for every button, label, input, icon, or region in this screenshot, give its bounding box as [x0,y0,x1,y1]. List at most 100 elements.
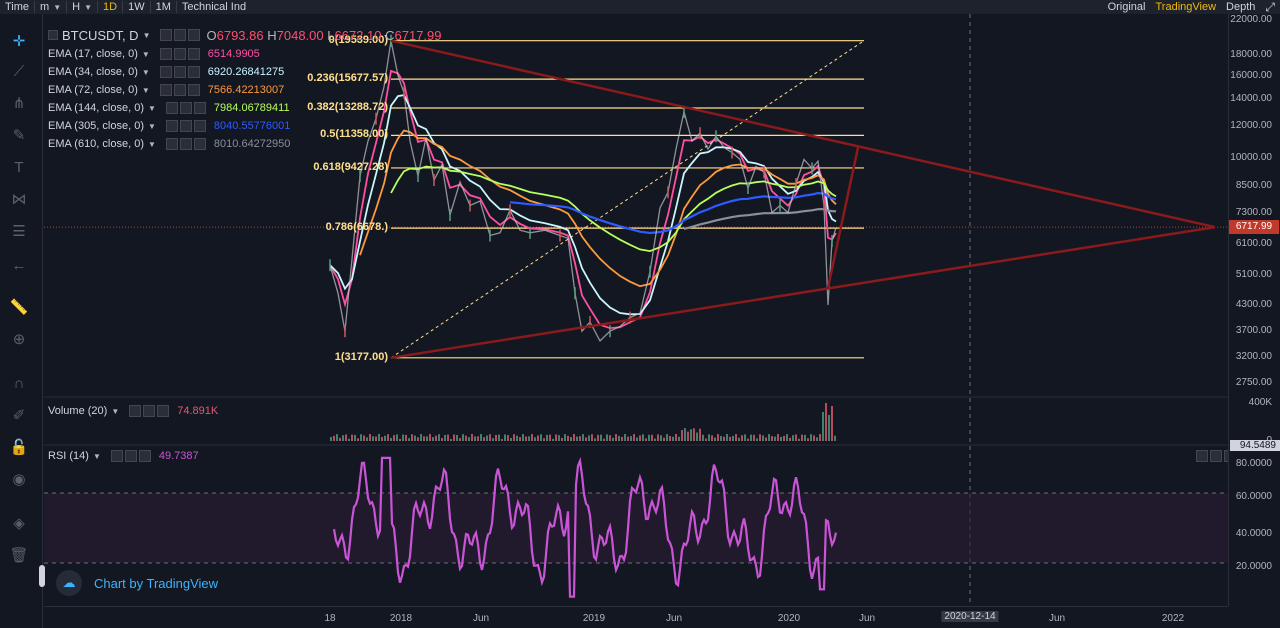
gear-icon[interactable] [179,138,192,150]
chevron-down-icon[interactable]: ▼ [141,85,150,95]
collapse-legend-icon[interactable] [48,30,58,40]
volume-bar [603,438,605,441]
chevron-down-icon[interactable]: ▼ [148,103,156,113]
volume-bar [633,434,635,441]
layers-icon[interactable]: ◈ [13,515,25,532]
settings-icon[interactable] [129,405,142,417]
indicator-name: EMA (34, close, 0) [48,66,138,78]
back-arrow-icon[interactable]: ← [11,256,27,274]
settings-icon[interactable] [165,138,178,150]
text-icon[interactable]: T [14,158,24,176]
trend-line-icon[interactable]: ⟋ [13,62,25,80]
indicator-legend-row[interactable]: EMA (17, close, 0) ▼ 6514.9905 [48,46,260,62]
volume-bar [645,438,647,441]
time-tick-label: Jun [665,613,683,624]
view-tradingview-button[interactable]: TradingView [1155,1,1217,13]
chevron-down-icon[interactable]: ▼ [92,451,101,461]
ema-lines [329,69,837,330]
divider [34,1,36,13]
zoom-in-icon[interactable]: ⊕ [12,331,26,348]
chevron-down-icon[interactable]: ▼ [141,49,150,59]
chevron-down-icon[interactable]: ▼ [141,67,150,77]
fib-tool-icon[interactable]: ☰ [12,223,26,240]
close-icon[interactable] [187,48,200,60]
interval-1d[interactable]: 1D [103,1,118,13]
volume-bar [402,434,404,441]
price-tick-label: 6100.00 [1235,237,1272,249]
hour-interval-select[interactable]: H ▼ [72,1,93,13]
close-icon[interactable] [188,29,201,41]
rsi-title: RSI (14) [48,450,89,462]
sidebar-collapse-handle[interactable] [39,565,45,587]
indicator-legend-row[interactable]: EMA (305, close, 0) ▼ 8040.55776001 [48,118,290,134]
close-icon[interactable] [187,84,200,96]
settings-icon[interactable] [159,48,172,60]
time-axis[interactable]: 18 2018 Jun 2019 Jun 2020 Jun 2020-12-14 Jun 2022 [44,606,1228,628]
chevron-down-icon[interactable]: ▼ [142,30,151,40]
settings-icon[interactable] [165,102,178,114]
gear-icon[interactable] [143,405,156,417]
gear-icon[interactable] [179,102,192,114]
indicator-value: 7566.42213007 [207,84,285,96]
volume-bar [771,436,773,441]
gear-icon[interactable] [173,84,186,96]
brush-icon[interactable]: ✎ [12,127,26,144]
view-original-button[interactable]: Original [1107,1,1146,13]
chevron-down-icon[interactable]: ▼ [148,139,156,149]
settings-icon[interactable] [159,84,172,96]
indicator-legend-row[interactable]: EMA (144, close, 0) ▼ 7984.06789411 [48,100,290,116]
chevron-down-icon[interactable]: ▼ [111,406,120,416]
tradingview-watermark[interactable]: ☁ Chart by TradingView [56,570,218,596]
interval-1m[interactable]: 1M [155,1,171,13]
gear-icon[interactable] [173,48,186,60]
gear-icon[interactable] [179,120,192,132]
price-axis[interactable]: 22000.00 18000.00 16000.00 14000.00 12000.00… [1228,14,1280,606]
maximize-icon[interactable] [1210,450,1222,462]
crosshair-icon[interactable]: ✛ [12,33,26,50]
indicator-legend-row[interactable]: EMA (610, close, 0) ▼ 8010.64272950 [48,136,290,152]
volume-bar [630,436,632,441]
volume-bar [690,429,692,441]
volume-value: 74.891K [177,405,219,417]
view-depth-button[interactable]: Depth [1226,1,1256,13]
ruler-icon[interactable]: 📏 [9,299,29,316]
gear-icon[interactable] [174,29,187,41]
technical-indicators-button[interactable]: Technical Ind [181,1,247,13]
lock-icon[interactable]: 🔓 [9,439,29,456]
settings-icon[interactable] [165,120,178,132]
settings-icon[interactable] [160,29,173,41]
indicator-controls [158,66,200,78]
indicator-legend-row[interactable]: EMA (34, close, 0) ▼ 6920.26841275 [48,64,284,80]
pitchfork-icon[interactable]: ⋔ [12,95,26,112]
volume-bar [582,434,584,441]
close-icon[interactable] [138,450,151,462]
interval-1w[interactable]: 1W [128,1,145,13]
gear-icon[interactable] [124,450,137,462]
gear-icon[interactable] [173,66,186,78]
indicator-controls [164,138,206,150]
fib-level-label: 0.382(13288.72) [307,101,388,113]
volume-bar [723,436,725,441]
chart-canvas[interactable] [44,14,1228,606]
expand-icon[interactable]: ⤢ [1265,0,1275,14]
chevron-down-icon[interactable]: ▼ [148,121,156,131]
settings-icon[interactable] [110,450,123,462]
settings-icon[interactable] [159,66,172,78]
close-icon[interactable] [187,66,200,78]
close-icon[interactable] [193,138,206,150]
close-icon[interactable] [193,102,206,114]
magnet-icon[interactable]: ∩ [13,374,25,392]
minute-interval-select[interactable]: m ▼ [40,1,62,13]
pattern-icon[interactable]: ⋈ [11,191,27,208]
close-icon[interactable] [193,120,206,132]
time-tick-label: Jun [858,613,876,624]
indicator-legend-row[interactable]: EMA (72, close, 0) ▼ 7566.42213007 [48,82,284,98]
volume-bar [639,435,641,441]
eye-icon[interactable]: ◉ [12,471,26,488]
symbol-legend: BTCUSDT, D ▼ O6793.86 H7048.00 L6672.10 … [48,27,442,43]
close-icon[interactable] [157,405,170,417]
lock-drawing-icon[interactable]: ✐ [12,407,26,424]
volume-bar [588,435,590,441]
move-up-icon[interactable] [1196,450,1208,462]
trash-icon[interactable]: 🗑 [9,547,29,564]
